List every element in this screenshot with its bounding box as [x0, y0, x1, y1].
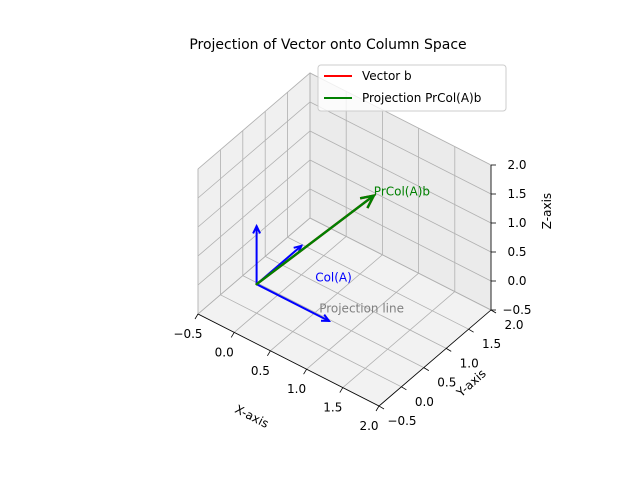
projection-arrow-shaft — [255, 194, 375, 286]
grid-line-y-3 — [264, 111, 447, 349]
y-tick-label-0: −0.5 — [387, 414, 416, 428]
z-tick-label-2: 0.5 — [507, 245, 526, 259]
chart-title: Projection of Vector onto Column Space — [189, 37, 466, 53]
z-tick-label-0: −0.5 — [502, 303, 531, 317]
grid-line-y-2 — [242, 130, 424, 368]
z-tick-label-4: 1.5 — [507, 187, 526, 201]
x-tick-2 — [267, 350, 271, 357]
x-tick-3 — [303, 368, 307, 375]
x-tick-4 — [339, 387, 344, 393]
z-tick-label-5: 2.0 — [507, 158, 526, 172]
annotation-2: Projection line — [319, 301, 404, 315]
annotation-0: PrCol(A)b — [374, 185, 430, 199]
projection-arrow — [255, 193, 376, 286]
legend-frame — [317, 64, 507, 112]
y-tick-4 — [468, 328, 474, 333]
grid-line-y-4 — [287, 92, 469, 330]
grid-line-y-1 — [219, 149, 402, 388]
grid-line-y-5 — [309, 73, 492, 311]
chart-labels: −0.5−0.5−0.50.00.00.00.50.50.51.01.01.01… — [173, 158, 554, 433]
x-tick-label-5: 2.0 — [359, 419, 378, 433]
x-tick-0 — [194, 313, 199, 320]
annotation-1: Col(A) — [315, 270, 352, 284]
projection-arrow-head — [359, 193, 376, 209]
column-vector-0 — [255, 283, 332, 323]
y-tick-0 — [378, 405, 385, 410]
y-tick-3 — [445, 348, 452, 352]
y-tick-5 — [490, 309, 497, 314]
x-tick-label-2: 0.5 — [251, 364, 270, 378]
x-axis-line — [197, 313, 380, 407]
x-tick-5 — [375, 405, 380, 412]
y-tick-1 — [401, 386, 407, 391]
chart-panes — [197, 71, 492, 407]
column-vector-0-shaft — [255, 283, 330, 322]
x-tick-label-1: 0.0 — [215, 345, 234, 359]
grid-line-z-5 — [197, 72, 492, 170]
column-vector-0-head — [320, 314, 332, 323]
column-vector-2 — [252, 223, 261, 286]
y-tick-label-3: 1.0 — [460, 356, 479, 370]
chart-marks — [252, 193, 376, 323]
y-tick-2 — [423, 367, 430, 371]
x-tick-label-0: −0.5 — [173, 327, 202, 341]
y-axis-line — [378, 309, 492, 407]
y-tick-label-5: 2.0 — [504, 318, 523, 332]
y-tick-label-4: 1.5 — [482, 337, 501, 351]
legend-label-projection: Projection PrCol(A)b — [362, 91, 481, 105]
z-tick-label-1: 0.0 — [507, 274, 526, 288]
legend-label-vector-b: Vector b — [362, 69, 412, 83]
chart-legend: Vector b Projection PrCol(A)b — [317, 64, 507, 112]
y-tick-label-1: 0.0 — [415, 395, 434, 409]
chart-axes — [194, 164, 497, 412]
x-axis-label: X-axis — [233, 402, 271, 431]
y-axis-label: Y-axis — [453, 366, 489, 400]
x-tick-1 — [230, 332, 235, 338]
x-tick-label-4: 1.5 — [323, 401, 342, 415]
column-vector-2-head — [252, 223, 261, 234]
z-tick-label-3: 1.0 — [507, 216, 526, 230]
z-axis-label: Z-axis — [540, 193, 554, 229]
x-tick-label-3: 1.0 — [287, 382, 306, 396]
y-tick-label-2: 0.5 — [437, 376, 456, 390]
